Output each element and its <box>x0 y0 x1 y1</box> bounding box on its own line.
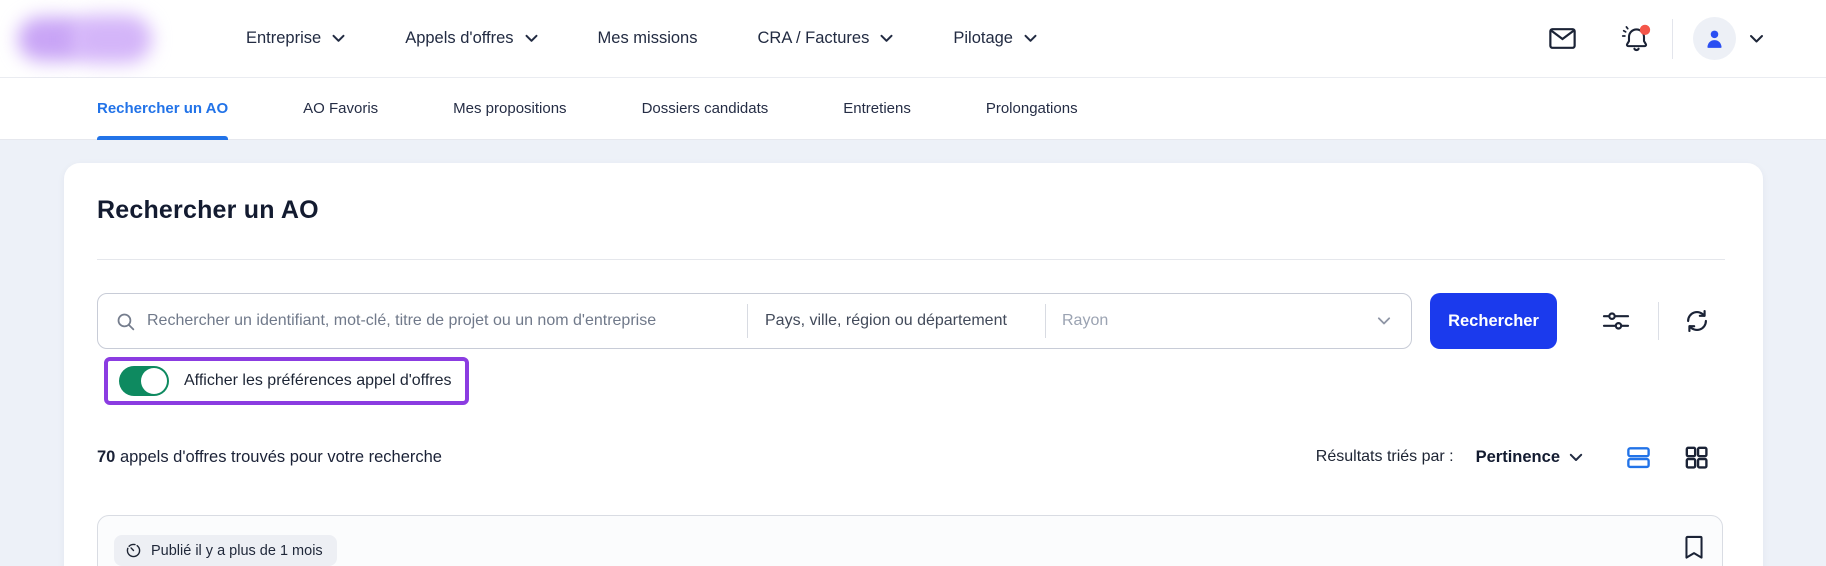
sliders-icon <box>1602 309 1630 333</box>
tab-entretiens[interactable]: Entretiens <box>843 78 911 139</box>
nav-item-pilotage[interactable]: Pilotage <box>953 29 1037 48</box>
results-count-number: 70 <box>97 447 116 466</box>
nav-item-label: Pilotage <box>953 29 1013 47</box>
toggle-knob <box>141 368 167 394</box>
user-avatar[interactable] <box>1693 17 1736 60</box>
nav-item-label: Appels d'offres <box>405 29 514 47</box>
list-view-icon <box>1625 444 1652 471</box>
nav-item-label: CRA / Factures <box>757 29 870 47</box>
sort-label: Résultats triés par : <box>1315 448 1454 465</box>
tab-label: Dossiers candidats <box>641 100 769 117</box>
tender-result-card[interactable]: Publié il y a plus de 1 mois <box>97 515 1723 566</box>
nav-item-mes-missions[interactable]: Mes missions <box>598 29 698 48</box>
radius-placeholder: Rayon <box>1062 312 1109 329</box>
published-date-badge: Publié il y a plus de 1 mois <box>114 535 337 566</box>
bookmark-button[interactable] <box>1682 534 1706 561</box>
main-nav: Entreprise Appels d'offres Mes missions … <box>246 29 1037 48</box>
bell-icon <box>1620 23 1652 55</box>
logo-blur-blob <box>70 14 152 63</box>
magnifier-icon <box>115 311 136 332</box>
results-count: 70 appels d'offres trouvés pour votre re… <box>97 448 442 467</box>
results-count-text: appels d'offres trouvés pour votre reche… <box>115 447 442 466</box>
notifications-button[interactable] <box>1620 23 1652 55</box>
reset-search-button[interactable] <box>1684 308 1710 334</box>
search-row: Rechercher un identifiant, mot-clé, titr… <box>97 293 1710 349</box>
keyword-placeholder: Rechercher un identifiant, mot-clé, titr… <box>147 312 657 329</box>
search-panel: Rechercher un AO Rechercher un identifia… <box>64 163 1763 566</box>
avatar-person-icon <box>1702 26 1727 51</box>
tab-label: Entretiens <box>843 100 911 117</box>
results-header-row: 70 appels d'offres trouvés pour votre re… <box>97 444 1729 470</box>
tab-ao-favoris[interactable]: AO Favoris <box>303 78 378 139</box>
list-view-button[interactable] <box>1625 444 1652 471</box>
clock-icon <box>125 542 142 559</box>
tab-label: Prolongations <box>985 100 1078 117</box>
location-input[interactable]: Pays, ville, région ou département <box>748 294 1045 348</box>
radius-select[interactable]: Rayon <box>1046 294 1411 348</box>
sort-selected-value: Pertinence <box>1475 447 1560 466</box>
tab-rechercher-un-ao[interactable]: Rechercher un AO <box>97 78 229 140</box>
tab-prolongations[interactable]: Prolongations <box>986 78 1078 139</box>
chevron-down-icon <box>1569 453 1583 462</box>
secondary-nav: Rechercher un AO AO Favoris Mes proposit… <box>0 78 1826 140</box>
header-actions <box>1547 17 1764 60</box>
sort-and-view-controls: Résultats triés par : Pertinence <box>1316 444 1729 471</box>
chevron-down-icon <box>332 34 345 43</box>
main-content: Rechercher un AO Rechercher un identifia… <box>0 140 1826 566</box>
header-divider <box>1672 18 1673 59</box>
tab-label: AO Favoris <box>303 100 379 117</box>
search-bar: Rechercher un identifiant, mot-clé, titr… <box>97 293 1412 349</box>
keyword-search-input[interactable]: Rechercher un identifiant, mot-clé, titr… <box>98 294 747 348</box>
bookmark-icon <box>1682 534 1706 561</box>
grid-view-icon <box>1683 444 1710 471</box>
nav-item-entreprise[interactable]: Entreprise <box>246 29 345 48</box>
preferences-toggle-label: Afficher les préférences appel d'offres <box>184 372 452 389</box>
tab-label: Rechercher un AO <box>97 100 229 117</box>
header: Entreprise Appels d'offres Mes missions … <box>0 0 1826 78</box>
tools-divider <box>1658 302 1659 340</box>
chevron-down-icon <box>1377 317 1391 326</box>
envelope-icon <box>1547 23 1578 54</box>
grid-view-button[interactable] <box>1683 444 1710 471</box>
tab-mes-propositions[interactable]: Mes propositions <box>453 78 566 139</box>
input-divider <box>1045 304 1046 338</box>
app-logo[interactable] <box>18 14 152 63</box>
annotation-highlight-box: Afficher les préférences appel d'offres <box>104 357 469 405</box>
account-menu-chevron[interactable] <box>1749 34 1764 44</box>
divider <box>97 259 1725 260</box>
input-divider <box>747 304 748 338</box>
sort-select[interactable]: Pertinence <box>1476 448 1583 467</box>
nav-item-label: Mes missions <box>597 29 698 47</box>
nav-item-label: Entreprise <box>246 29 322 47</box>
refresh-icon <box>1684 308 1710 334</box>
tab-label: Mes propositions <box>453 100 567 117</box>
search-button[interactable]: Rechercher <box>1430 293 1557 349</box>
messages-button[interactable] <box>1547 23 1578 54</box>
chevron-down-icon <box>1024 34 1037 43</box>
nav-item-cra-factures[interactable]: CRA / Factures <box>757 29 893 48</box>
location-placeholder: Pays, ville, région ou département <box>765 312 1007 329</box>
tab-dossiers-candidats[interactable]: Dossiers candidats <box>642 78 769 139</box>
filters-button[interactable] <box>1602 309 1630 333</box>
preferences-toggle[interactable] <box>119 366 169 396</box>
nav-item-appels-offres[interactable]: Appels d'offres <box>405 29 538 48</box>
chevron-down-icon <box>880 34 893 43</box>
chevron-down-icon <box>525 34 538 43</box>
page-title: Rechercher un AO <box>97 196 319 224</box>
published-date-text: Publié il y a plus de 1 mois <box>151 542 323 559</box>
